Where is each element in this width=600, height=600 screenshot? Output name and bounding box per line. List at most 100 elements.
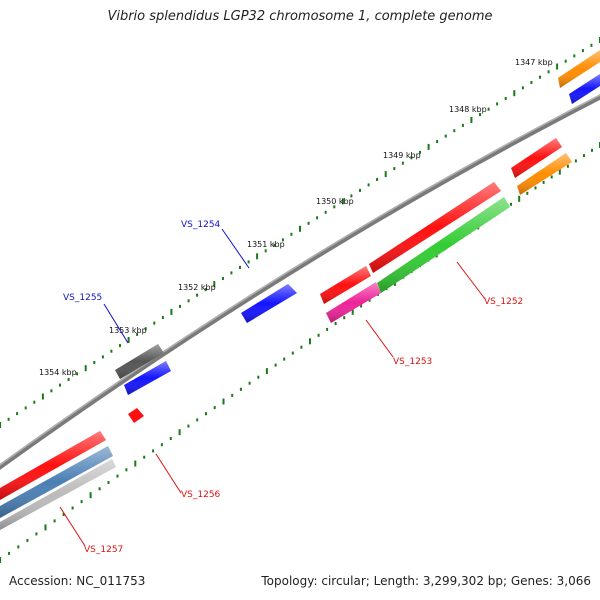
- gene-bar-vs1257[interactable]: [0, 431, 106, 500]
- outer-tick-42: [359, 188, 361, 192]
- inner-tick-14: [125, 468, 128, 472]
- inner-tick-16: [143, 455, 146, 459]
- inner-tick-9: [80, 500, 83, 504]
- inner-tick-65: [558, 168, 561, 175]
- gene-bar-magenta[interactable]: [326, 282, 381, 323]
- inner-tick-34: [300, 345, 303, 349]
- outer-tick-34: [290, 232, 293, 236]
- inner-tick-22: [196, 418, 199, 422]
- inner-tick-68: [583, 154, 585, 158]
- kbp-label-1354: 1354 kbp: [39, 368, 77, 377]
- outer-tick-46: [393, 167, 396, 171]
- outer-tick-8: [67, 378, 70, 381]
- outer-tick-3: [24, 406, 27, 410]
- outer-tick-4: [33, 400, 36, 404]
- inner-tick-28: [248, 381, 251, 385]
- outer-tick-14: [119, 344, 121, 348]
- gene-bar-green-long[interactable]: [377, 197, 510, 293]
- inner-tick-26: [231, 393, 234, 397]
- gene-label-vs1253[interactable]: VS_1253: [393, 357, 432, 367]
- gene-bar-red-long[interactable]: [369, 182, 501, 273]
- accession-text: Accession: NC_011753: [9, 574, 146, 588]
- kbp-label-1353: 1353 kbp: [109, 326, 147, 335]
- gene-bar-steelblue-left[interactable]: [0, 446, 113, 518]
- inner-tick-4: [35, 532, 38, 536]
- gene-label-vs1252[interactable]: VS_1252: [484, 297, 523, 307]
- outer-tick-50: [427, 143, 430, 150]
- outer-tick-64: [547, 70, 550, 74]
- inner-tick-67: [574, 159, 577, 163]
- outer-tick-43: [367, 183, 370, 187]
- outer-tick-39: [333, 205, 336, 209]
- inner-tick-12: [107, 481, 110, 484]
- outer-tick-41: [350, 194, 353, 198]
- kbp-label-1351: 1351 kbp: [247, 240, 285, 249]
- gene-label-vs1257[interactable]: VS_1257: [84, 545, 123, 555]
- outer-tick-69: [590, 43, 593, 47]
- gene-bar-blue-top[interactable]: [569, 74, 600, 104]
- inner-tick-60: [518, 195, 521, 202]
- outer-tick-51: [436, 140, 439, 143]
- inner-tick-59: [510, 202, 512, 206]
- callout-line-vs1256: [155, 453, 182, 494]
- genome-backbone: [0, 94, 600, 470]
- outer-tick-33: [281, 238, 284, 242]
- inner-tick-20: [178, 429, 181, 436]
- inner-tick-61: [526, 191, 529, 195]
- inner-tick-23: [205, 412, 207, 416]
- gene-label-vs1255[interactable]: VS_1255: [63, 293, 102, 303]
- outer-tick-10: [84, 365, 87, 372]
- outer-tick-54: [461, 123, 464, 127]
- gene-bar-vs1254[interactable]: [241, 284, 297, 323]
- inner-tick-42: [368, 298, 371, 302]
- callout-line-vs1257: [59, 506, 86, 547]
- gene-label-vs1256[interactable]: VS_1256: [181, 490, 221, 500]
- outer-tick-68: [581, 49, 584, 53]
- inner-tick-19: [169, 437, 172, 440]
- outer-tick-12: [101, 355, 104, 359]
- kbp-label-1348: 1348 kbp: [449, 105, 487, 114]
- inner-tick-13: [116, 474, 119, 478]
- topology-text: Topology: circular; Length: 3,299,302 bp…: [261, 574, 591, 588]
- inner-tick-69: [591, 148, 593, 152]
- inner-tick-64: [550, 175, 553, 179]
- outer-tick-44: [376, 178, 379, 181]
- outer-tick-60: [513, 90, 516, 97]
- inner-tick-30: [265, 368, 268, 375]
- outer-tick-16: [136, 332, 139, 336]
- inner-tick-38: [334, 322, 337, 325]
- outer-tick-38: [324, 210, 327, 214]
- gene-bar-orange-right[interactable]: [517, 153, 572, 195]
- kbp-label-1350: 1350 kbp: [316, 197, 354, 206]
- outer-tick-22: [187, 299, 190, 303]
- inner-tick-21: [187, 424, 190, 428]
- outer-tick-55: [470, 117, 473, 123]
- outer-tick-0: [0, 422, 1, 428]
- outer-tick-9: [76, 372, 79, 376]
- map-title: Vibrio splendidus LGP32 chromosome 1, co…: [107, 9, 493, 24]
- inner-tick-66: [566, 164, 569, 168]
- gene-bar-red-center[interactable]: [320, 266, 371, 304]
- gene-bar-red-right[interactable]: [511, 138, 562, 178]
- outer-tick-5: [41, 393, 44, 400]
- outer-tick-row: [0, 37, 600, 428]
- gene-bar-vs1256[interactable]: [128, 408, 144, 423]
- inner-tick-17: [152, 449, 155, 453]
- gene-bar-silver-left[interactable]: [0, 459, 116, 530]
- inner-tick-7: [62, 513, 65, 516]
- outer-tick-2: [16, 412, 19, 416]
- gene-bar-vs1255[interactable]: [115, 344, 164, 379]
- outer-tick-65: [556, 63, 559, 70]
- inner-tick-3: [26, 538, 29, 542]
- outer-tick-24: [204, 288, 207, 292]
- outer-tick-49: [419, 150, 421, 154]
- gene-bar-orange-top[interactable]: [558, 50, 600, 88]
- inner-tick-row: [0, 142, 600, 563]
- callout-line-vs1253: [365, 319, 394, 358]
- gene-bar-blue-left[interactable]: [124, 361, 171, 395]
- inner-tick-8: [71, 506, 74, 510]
- outer-tick-21: [179, 304, 181, 308]
- gene-label-vs1254[interactable]: VS_1254: [181, 220, 221, 230]
- outer-tick-26: [221, 277, 224, 280]
